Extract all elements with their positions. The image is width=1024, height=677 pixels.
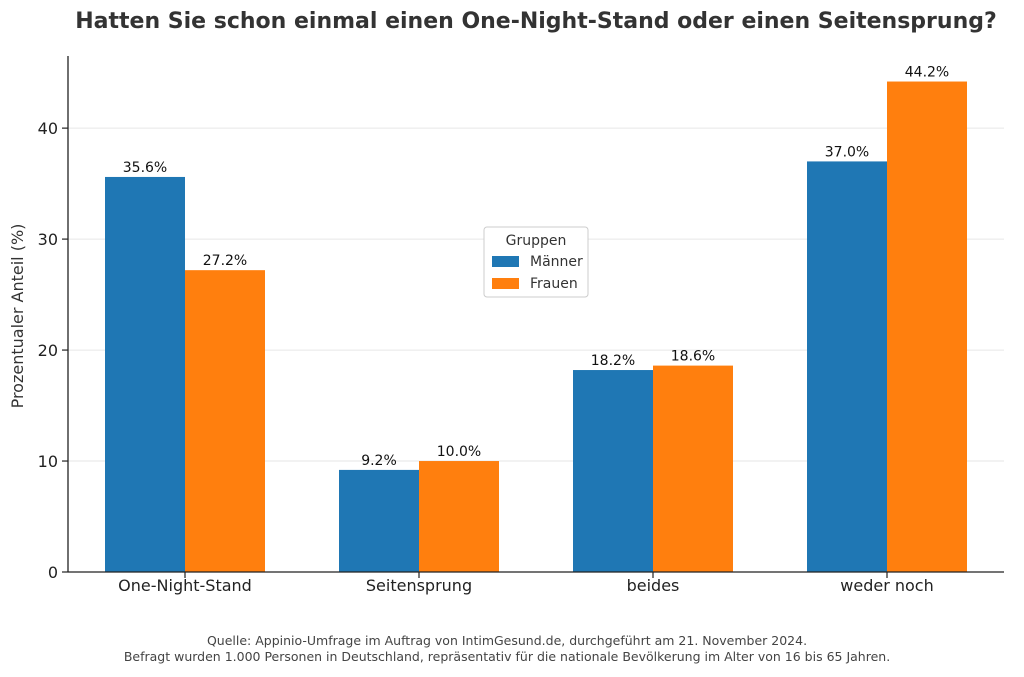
legend-swatch-frauen [492,278,519,289]
bar-1-0 [339,469,419,572]
bar-3-0 [807,161,887,572]
y-tick-label-0: 0 [48,563,58,582]
y-tick-label-10: 10 [38,452,58,471]
bar-2-1 [653,365,733,572]
x-tick-label-2: beides [627,576,680,595]
bar-label-3-0: 37.0% [825,144,869,160]
y-tick-label-30: 30 [38,230,58,249]
bar-0-0 [105,176,185,572]
bar-label-0-0: 35.6% [123,160,167,176]
sample-note: Befragt wurden 1.000 Personen in Deutsch… [124,649,890,664]
bar-3-1 [887,81,967,572]
bar-2-0 [573,370,653,572]
y-tick-label-40: 40 [38,119,58,138]
axes: 0 10 20 30 40 One-Night-Stand Seitensprung beid… [38,56,1004,595]
x-tick-label-1: Seitensprung [366,576,472,595]
bar-label-2-0: 18.2% [591,353,635,369]
bars [105,81,967,572]
y-axis-label: Prozentualer Anteil (%) [8,224,27,409]
legend-swatch-maenner [492,256,519,267]
bar-label-3-1: 44.2% [905,65,949,81]
bar-label-2-1: 18.6% [671,349,715,365]
bar-label-1-0: 9.2% [361,453,397,469]
x-tick-label-3: weder noch [840,576,933,595]
legend: Gruppen Männer Frauen [483,226,589,298]
bar-value-labels: 35.6% 27.2% 9.2% 10.0% 18.2% 18.6% 37.0% 44.2% [123,65,949,469]
source-note: Quelle: Appinio-Umfrage im Auftrag von I… [207,633,807,648]
bar-0-1 [185,270,265,572]
legend-label-maenner: Männer [530,254,583,270]
bar-label-1-1: 10.0% [437,444,481,460]
y-tick-label-20: 20 [38,341,58,360]
x-tick-label-0: One-Night-Stand [118,576,252,595]
chart-title: Hatten Sie schon einmal einen One-Night-… [75,9,997,34]
legend-title: Gruppen [506,233,567,249]
legend-label-frauen: Frauen [530,276,578,292]
bar-label-0-1: 27.2% [203,253,247,269]
bar-1-1 [419,461,499,572]
